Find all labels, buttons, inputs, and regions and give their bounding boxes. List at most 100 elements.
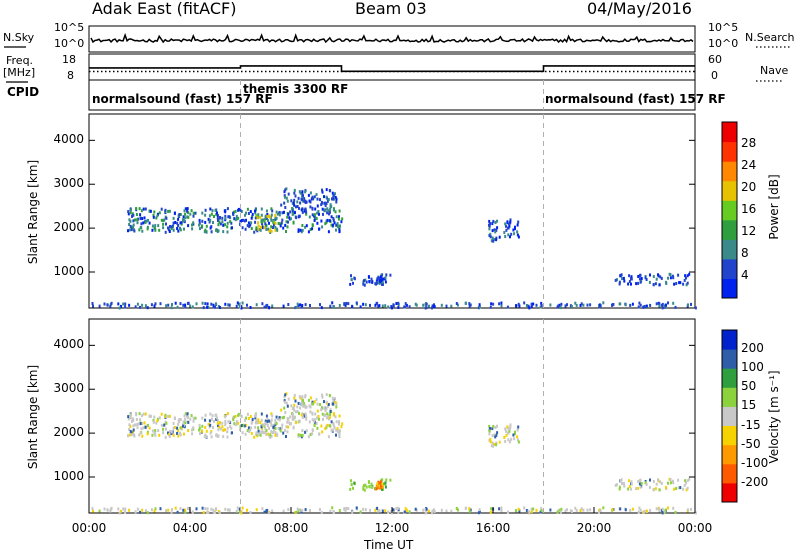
power-cell xyxy=(381,277,384,281)
velocity-cell xyxy=(322,417,324,421)
power-cell xyxy=(493,237,496,241)
power-cell xyxy=(504,235,507,238)
power-cell xyxy=(109,304,112,308)
velocity-cell xyxy=(308,420,311,424)
power-cell xyxy=(325,188,328,192)
velocity-cell xyxy=(657,478,659,482)
power-cell xyxy=(425,302,428,306)
power-cell xyxy=(527,304,530,308)
velocity-cell xyxy=(301,402,303,406)
velocity-cell xyxy=(378,481,381,485)
velocity-cell xyxy=(324,427,327,431)
power-cell xyxy=(224,216,227,220)
power-cell xyxy=(363,279,365,283)
velocity-cell xyxy=(165,509,168,513)
velocity-cell xyxy=(152,418,155,422)
velocity-cell xyxy=(579,509,582,512)
power-cell xyxy=(144,304,147,308)
velocity-cell xyxy=(165,427,167,431)
velocity-cell xyxy=(191,428,193,432)
velocity-cell xyxy=(178,418,181,421)
velocity-cell xyxy=(513,437,516,441)
nsearch-label: N.Search xyxy=(745,31,795,44)
velocity-cell xyxy=(333,426,336,430)
power-cell xyxy=(340,220,343,224)
velocity-cell xyxy=(359,510,362,514)
velocity-colorbar-tick: 50 xyxy=(741,379,757,394)
velocity-cell xyxy=(138,433,141,437)
power-cell xyxy=(285,230,287,233)
power-cell xyxy=(250,216,253,220)
velocity-cell xyxy=(254,425,257,429)
velocity-cell xyxy=(249,428,252,432)
power-cell xyxy=(153,210,156,214)
velocity-cell xyxy=(282,509,285,513)
velocity-cell xyxy=(637,480,640,483)
power-cell xyxy=(638,301,641,305)
velocity-cell xyxy=(131,419,133,423)
power-cell xyxy=(132,219,135,223)
velocity-cell xyxy=(332,428,335,432)
power-cell xyxy=(580,302,583,306)
velocity-cell xyxy=(287,397,290,401)
power-cell xyxy=(110,301,113,305)
power-cell xyxy=(376,277,379,281)
velocity-cell xyxy=(146,511,149,515)
freq-left-tick-bottom: 8 xyxy=(67,69,74,82)
power-cell xyxy=(266,213,269,216)
velocity-cell xyxy=(333,510,335,514)
power-cell xyxy=(334,192,336,196)
velocity-cell xyxy=(535,508,538,512)
power-cell xyxy=(630,275,633,279)
power-cell xyxy=(141,217,144,220)
power-cell xyxy=(285,196,288,200)
velocity-cell xyxy=(432,509,435,513)
velocity-cell xyxy=(198,426,201,430)
power-cell xyxy=(660,276,663,280)
power-cell xyxy=(645,278,648,281)
velocity-cell xyxy=(679,486,682,490)
power-cell xyxy=(139,217,142,221)
velocity-cell xyxy=(249,415,252,418)
power-cell xyxy=(694,306,697,310)
velocity-cell xyxy=(232,418,235,422)
power-cell xyxy=(637,305,640,309)
velocity-cell xyxy=(678,486,681,490)
power-colorbar-tick: 16 xyxy=(741,202,757,216)
velocity-cell xyxy=(330,420,333,424)
velocity-cell xyxy=(174,506,177,510)
power-cell xyxy=(347,302,350,306)
power-cell xyxy=(243,219,246,223)
velocity-cell xyxy=(295,510,298,514)
power-cell xyxy=(250,221,253,225)
velocity-cell xyxy=(639,485,642,489)
velocity-cell xyxy=(364,483,367,487)
power-cell xyxy=(377,281,380,284)
velocity-cell xyxy=(172,433,175,437)
power-cell xyxy=(630,277,633,281)
power-cell xyxy=(206,305,209,309)
velocity-cell xyxy=(311,432,314,436)
velocity-cell xyxy=(371,485,374,489)
power-cell xyxy=(273,220,276,224)
power-cell xyxy=(178,213,181,216)
power-cell xyxy=(187,224,190,228)
velocity-cell xyxy=(381,482,384,486)
velocity-cell xyxy=(489,437,492,441)
velocity-cell xyxy=(488,429,491,433)
power-cell xyxy=(375,281,378,285)
velocity-cell xyxy=(299,508,302,512)
power-cell xyxy=(381,304,384,308)
power-cell xyxy=(535,303,538,307)
power-cell xyxy=(240,306,243,310)
velocity-cell xyxy=(235,422,238,426)
power-cell xyxy=(135,207,138,210)
velocity-cell xyxy=(304,508,307,512)
velocity-cell xyxy=(602,506,605,510)
velocity-cell xyxy=(496,431,499,435)
velocity-cell xyxy=(135,418,138,421)
power-cell xyxy=(139,305,141,309)
power-cell xyxy=(186,207,189,211)
velocity-cell xyxy=(320,511,323,515)
power-cell xyxy=(255,303,258,307)
